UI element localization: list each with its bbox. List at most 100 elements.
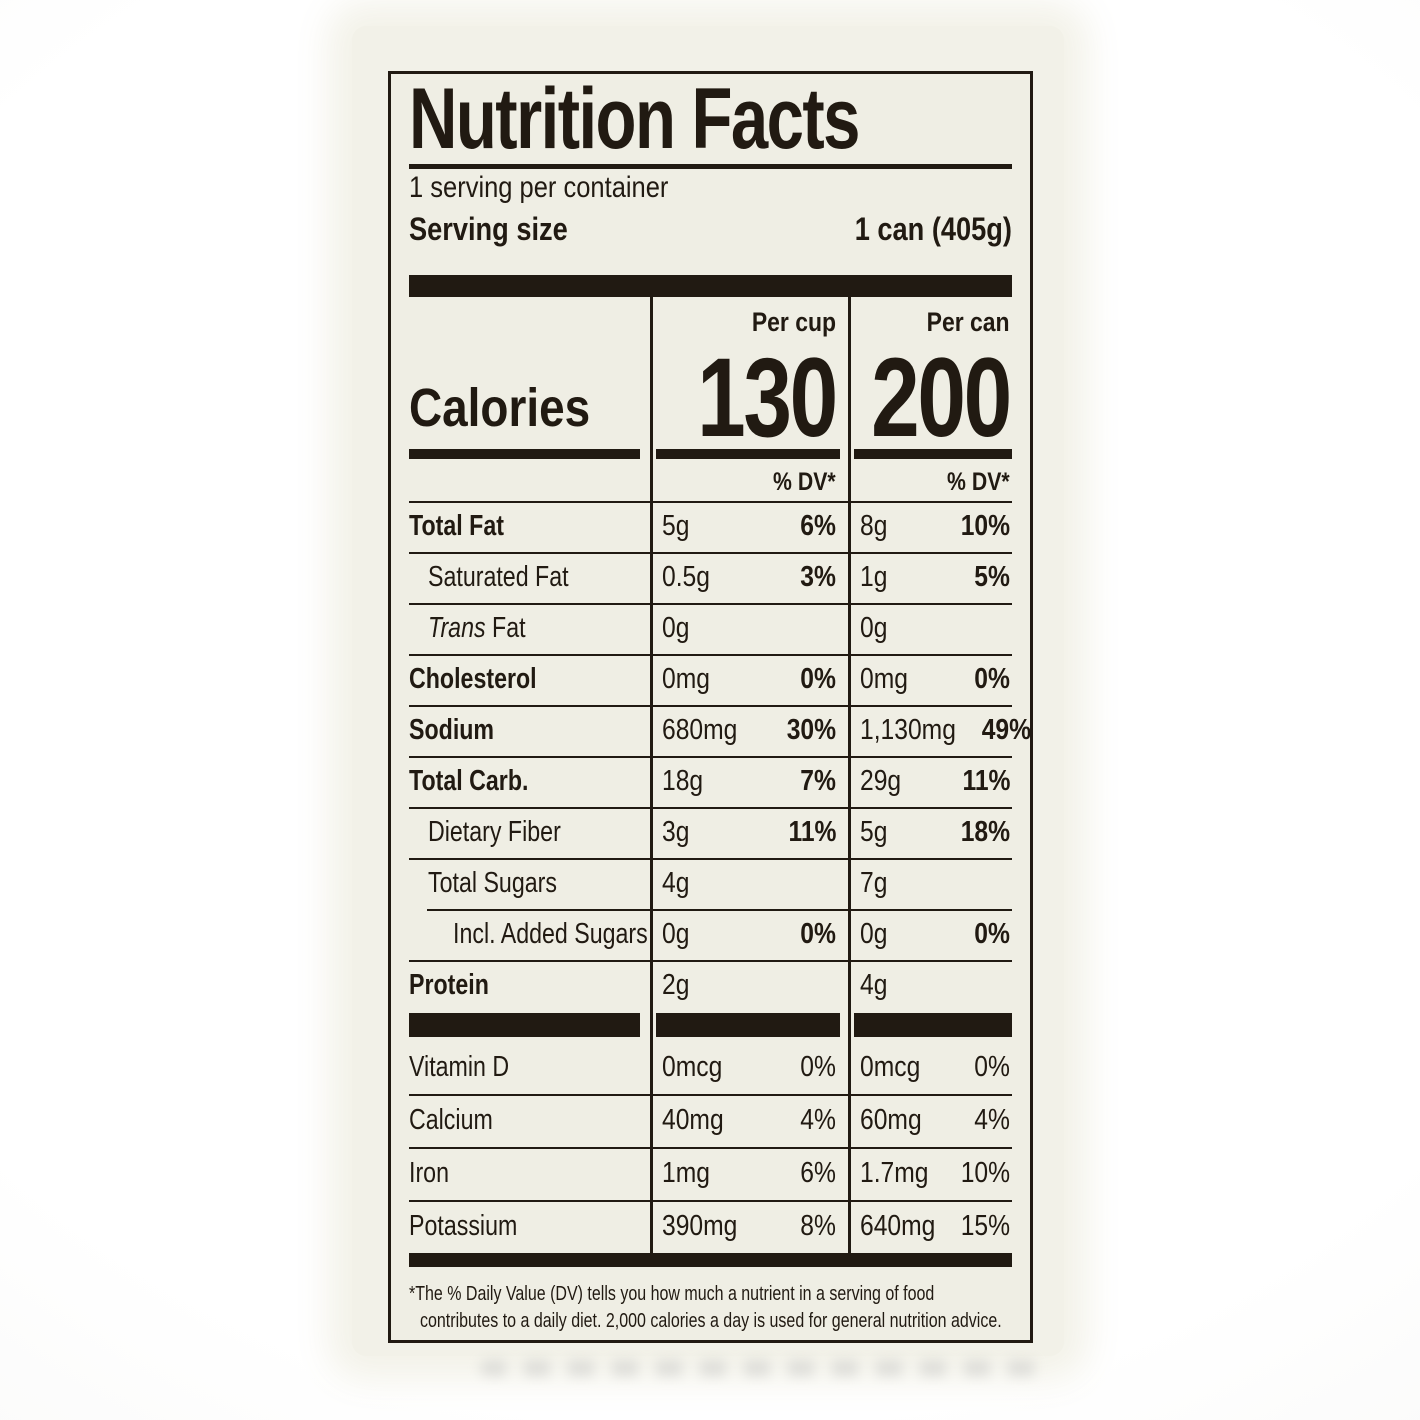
nutrient-amount: 5g [860,816,888,848]
nutrient-dv: 49% [981,714,1031,746]
nutrient-name: Trans Fat [428,612,526,644]
serving-size-value: 1 can (405g) [854,211,1012,247]
nutrient-name: Total Carb. [409,765,529,797]
nutrient-name: Saturated Fat [428,561,569,593]
nutrient-dv: 18% [960,816,1010,848]
value-cell: 60mg 4% [848,1094,1012,1147]
nutrient-dv: 0% [974,918,1010,950]
nutrient-row: Total Carb. 18g 7% 29g 11% [409,756,1012,807]
nutrient-name: Potassium [409,1210,518,1242]
column-divider-1 [650,297,653,1253]
nutrient-amount: 3g [662,816,690,848]
value-cell: 5g 6% [650,501,848,552]
value-cell: 4g [848,960,1012,1011]
footnote: *The % Daily Value (DV) tells you how mu… [409,1281,1012,1335]
nutrient-name: Iron [409,1157,449,1189]
nutrient-amount: 1.7mg [860,1157,929,1189]
value-cell: 1g 5% [848,552,1012,603]
servings-per-container: 1 serving per container [409,171,669,204]
nutrient-dv: 0% [800,1051,836,1083]
value-cell: 7g [848,858,1012,909]
nutrient-name: Dietary Fiber [428,816,561,848]
nutrient-amount: 60mg [860,1104,922,1136]
nutrient-name-cell: Calcium [409,1094,650,1147]
nutrient-name-cell: Protein [409,960,650,1011]
value-cell: 0mg 0% [848,654,1012,705]
nutrient-amount: 1mg [662,1157,710,1189]
nutrition-facts-label: Nutrition Facts 1 serving per container … [388,71,1033,1343]
value-cell: 0.5g 3% [650,552,848,603]
nutrient-dv: 30% [786,714,836,746]
nutrient-amount: 0g [860,918,888,950]
nutrient-row: Dietary Fiber 3g 11% 5g 18% [409,807,1012,858]
value-cell: 18g 7% [650,756,848,807]
value-cell: 4g [650,858,848,909]
serving-size-row: Serving size 1 can (405g) [409,207,1012,251]
blurred-text-remnant [480,1360,1040,1376]
value-cell: 1,130mg 49% [848,705,1031,756]
nutrient-amount: 0.5g [662,561,710,593]
nutrient-row: Incl. Added Sugars 0g 0% 0g 0% [409,909,1012,960]
value-cell: 29g 11% [848,756,1012,807]
value-cell: 5g 18% [848,807,1012,858]
nutrient-dv: 7% [800,765,836,797]
nutrient-name-cell: Dietary Fiber [409,807,650,858]
dv-column-header: % DV* [773,468,836,496]
section-bar [848,1011,1012,1041]
nutrient-amount: 7g [860,867,888,899]
nutrient-amount: 4g [662,867,690,899]
value-cell: 680mg 30% [650,705,848,756]
nutrient-amount: 8g [860,510,888,542]
nutrient-amount: 40mg [662,1104,724,1136]
value-cell: 8g 10% [848,501,1012,552]
nutrient-dv: 5% [974,561,1010,593]
value-cell: 0g 0% [848,909,1012,960]
dv-column-header: % DV* [947,468,1010,496]
section-separator-row [409,1011,1012,1041]
nutrient-name-cell: Sodium [409,705,650,756]
micronutrient-row: Potassium 390mg 8% 640mg 15% [409,1200,1012,1253]
value-cell: 1.7mg 10% [848,1147,1012,1200]
calories-underbar [848,445,1012,459]
nutrient-name-cell: Trans Fat [409,603,650,654]
calories-row: Calories 130 200 [409,335,1012,460]
nutrient-amount: 18g [662,765,704,797]
nutrient-row: Sodium 680mg 30% 1,130mg 49% [409,705,1031,756]
nutrient-name-cell: Potassium [409,1200,650,1253]
nutrient-dv: 4% [800,1104,836,1136]
nutrient-rows: Total Fat 5g 6% 8g 10% Saturated Fat 0.5g 3% 1g 5… [409,501,1031,1011]
nutrient-amount: 680mg [662,714,738,746]
footnote-line: contributes to a daily diet. 2,000 calor… [420,1310,1002,1332]
nutrient-name: Total Fat [409,510,504,542]
nutrient-name: Calcium [409,1104,493,1136]
nutrient-row: Total Fat 5g 6% 8g 10% [409,501,1012,552]
value-cell: 0g [848,603,1012,654]
nutrient-name-cell: Incl. Added Sugars [409,909,650,960]
calories-underline-row [409,445,1012,459]
value-cell: 0mcg 0% [650,1041,848,1094]
value-cell: 0mg 0% [650,654,848,705]
value-cell: 390mg 8% [650,1200,848,1253]
nutrient-name: Incl. Added Sugars [453,918,648,950]
nutrient-row: Total Sugars 4g 7g [409,858,1012,909]
calories-label: Calories [409,378,591,438]
value-cell: 640mg 15% [848,1200,1012,1253]
nutrient-name: Sodium [409,714,495,746]
nutrient-name: Cholesterol [409,663,537,695]
calories-per-can-value: 200 [871,335,1012,460]
nutrient-amount: 1,130mg [860,714,956,746]
daily-value-header-row: % DV* % DV* [409,459,1012,501]
nutrient-amount: 640mg [860,1210,936,1242]
nutrient-name: Vitamin D [409,1051,510,1083]
nutrient-row: Saturated Fat 0.5g 3% 1g 5% [409,552,1012,603]
nutrient-row: Protein 2g 4g [409,960,1012,1011]
nutrient-amount: 4g [860,969,888,1001]
nutrient-dv: 3% [800,561,836,593]
calories-per-cup-value: 130 [697,335,838,460]
section-bar [409,1011,650,1041]
nutrient-dv: 0% [974,663,1010,695]
column-divider-2 [848,297,851,1253]
nutrient-amount: 0g [860,612,888,644]
micronutrient-row: Vitamin D 0mcg 0% 0mcg 0% [409,1041,1012,1094]
nutrient-name-cell: Cholesterol [409,654,650,705]
